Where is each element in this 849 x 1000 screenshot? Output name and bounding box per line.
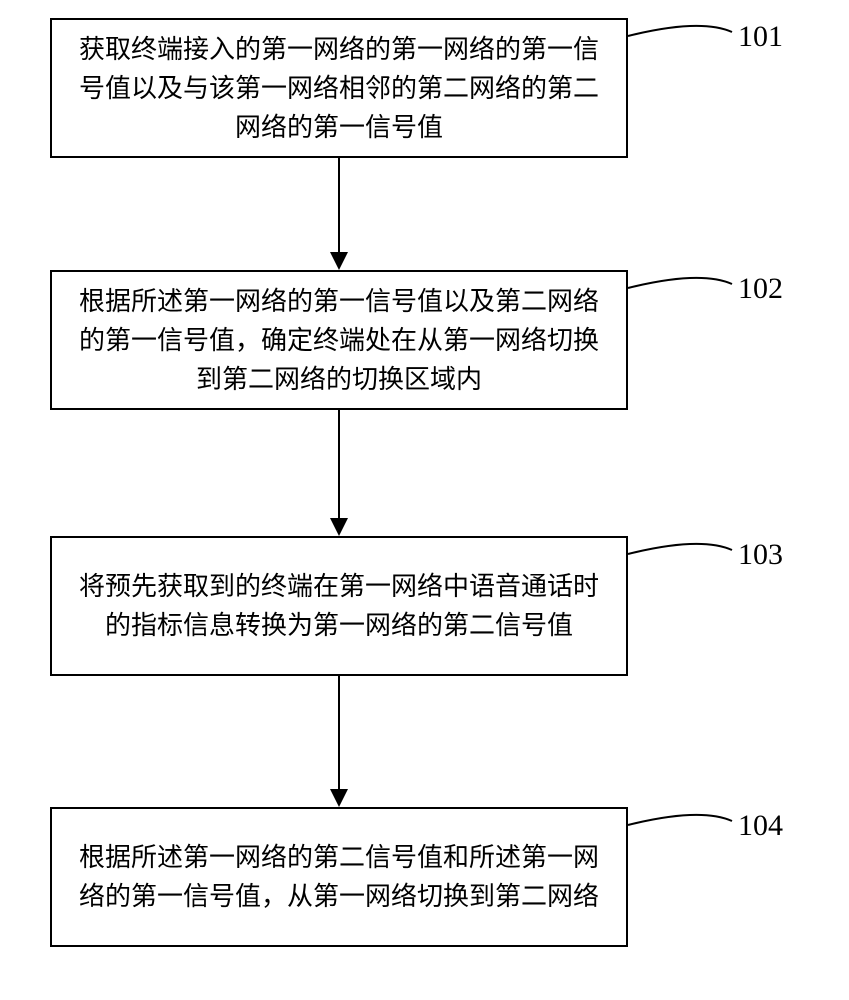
connector-3 — [338, 676, 340, 789]
step-label-104: 104 — [738, 809, 783, 843]
leader-line-101 — [0, 0, 849, 65]
step-label-103: 103 — [738, 538, 783, 572]
step-label-101: 101 — [738, 20, 783, 54]
leader-line-102 — [0, 260, 849, 325]
flowchart-container: 获取终端接入的第一网络的第一网络的第一信号值以及与该第一网络相邻的第二网络的第二… — [0, 0, 849, 1000]
leader-line-103 — [0, 526, 849, 591]
step-label-102: 102 — [738, 272, 783, 306]
connector-2 — [338, 410, 340, 518]
connector-1 — [338, 158, 340, 252]
leader-line-104 — [0, 797, 849, 862]
